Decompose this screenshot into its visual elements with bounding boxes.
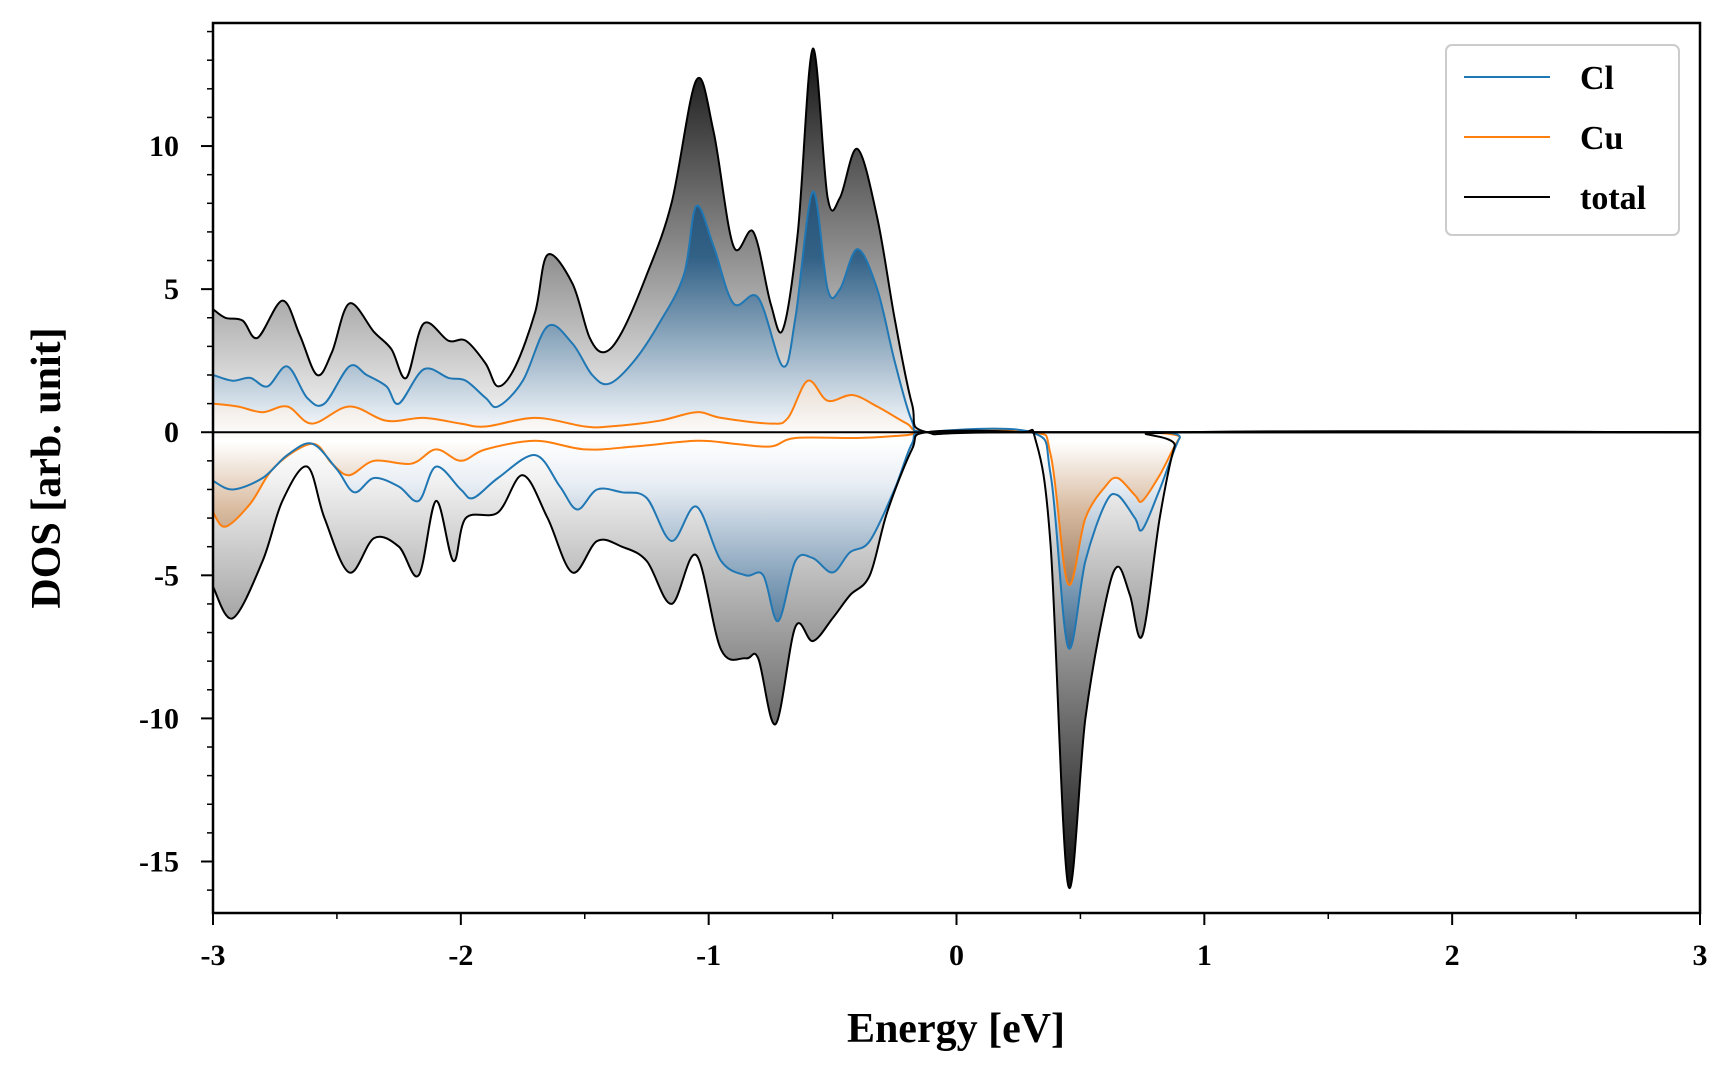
x-tick-label: 1 <box>1197 939 1212 972</box>
fill-layer <box>213 48 1700 889</box>
area-total-spin-down <box>213 429 1700 889</box>
line-cl-spin-up <box>213 190 1700 435</box>
legend-label-cu: Cu <box>1580 120 1623 157</box>
legend-frame <box>1445 44 1680 236</box>
line-total-spin-up <box>213 47 1700 436</box>
area-total-spin-up <box>213 48 1700 435</box>
line-total-spin-down <box>213 428 1700 889</box>
line-layer <box>213 47 1700 889</box>
x-tick-label: 3 <box>1693 939 1708 972</box>
line-cl-spin-down <box>213 427 1700 650</box>
y-tick-label: -5 <box>154 559 179 592</box>
y-tick-label: -15 <box>139 845 179 878</box>
x-tick-label: -2 <box>448 939 473 972</box>
x-tick-label: 0 <box>949 939 964 972</box>
x-axis: -3 -2 -1 0 1 2 3 <box>201 913 1708 972</box>
x-tick-label: -3 <box>201 939 226 972</box>
y-axis-label: DOS [arb. unit] <box>24 327 70 608</box>
y-tick-label: 10 <box>149 130 179 163</box>
legend: Cl Cu total <box>1445 44 1680 236</box>
y-axis: -15 -10 -5 0 5 10 <box>139 30 213 891</box>
x-tick-label: 2 <box>1445 939 1460 972</box>
y-tick-label: 0 <box>164 416 179 449</box>
line-cu-spin-down <box>213 429 1700 587</box>
area-cu-spin-up <box>213 380 1700 433</box>
area-cu-spin-down <box>213 430 1700 586</box>
area-cl-spin-up <box>213 191 1700 434</box>
legend-label-cl: Cl <box>1580 60 1614 97</box>
x-tick-label: -1 <box>696 939 721 972</box>
legend-label-total: total <box>1580 180 1646 217</box>
y-tick-label: 5 <box>164 273 179 306</box>
area-cl-spin-down <box>213 428 1700 649</box>
x-axis-label: Energy [eV] <box>847 1006 1065 1052</box>
y-tick-label: -10 <box>139 702 179 735</box>
